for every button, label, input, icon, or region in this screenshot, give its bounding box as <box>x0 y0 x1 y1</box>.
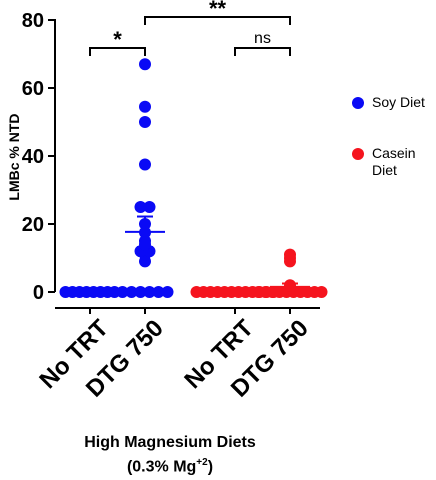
significance-label: ns <box>254 30 271 47</box>
significance-bracket <box>234 47 291 56</box>
x-axis-title: High Magnesium Diets <box>84 434 256 451</box>
significance-label: ** <box>209 0 227 21</box>
data-point <box>139 158 151 171</box>
significance-bracket <box>144 16 291 25</box>
data-point <box>134 201 147 213</box>
y-tick-label: 0 <box>33 282 44 304</box>
data-point <box>139 58 151 71</box>
data-point <box>315 286 328 298</box>
data-point <box>139 116 151 128</box>
significance-label: * <box>113 27 122 52</box>
x-axis-subtitle-sup: +2 <box>196 457 208 468</box>
legend-marker-casein <box>352 148 364 160</box>
legend-item-soy: Soy Diet <box>352 94 436 111</box>
data-point <box>143 286 156 298</box>
x-axis-subtitle: (0.3% Mg+2) <box>20 457 320 476</box>
data-point <box>161 286 174 298</box>
legend-marker-soy <box>352 97 364 109</box>
data-point <box>134 286 147 298</box>
y-tick-label: 80 <box>22 10 44 32</box>
x-axis-subtitle-end: ) <box>207 458 214 476</box>
y-axis-label: LMBc % NTD <box>6 113 22 200</box>
data-point <box>125 286 138 298</box>
x-axis-subtitle-main: (0.3% Mg <box>126 458 197 476</box>
y-axis: 0 20 40 60 80 <box>22 10 56 304</box>
y-tick-label: 60 <box>22 78 44 100</box>
data-point <box>139 100 151 113</box>
data-point <box>152 286 165 298</box>
legend-item-casein: Casein Diet <box>352 145 436 179</box>
legend-label-casein: Casein Diet <box>372 145 416 178</box>
data-point <box>143 201 156 213</box>
y-tick-label: 20 <box>22 214 44 236</box>
y-tick-label: 40 <box>22 146 44 168</box>
legend-label-soy: Soy Diet <box>372 94 425 110</box>
data-point <box>116 286 129 298</box>
significance-bracket <box>89 47 146 56</box>
mean-error-bars <box>125 215 310 292</box>
data-points <box>59 58 328 298</box>
significance-brackets: * ns ** <box>89 0 291 56</box>
data-point <box>284 248 296 261</box>
